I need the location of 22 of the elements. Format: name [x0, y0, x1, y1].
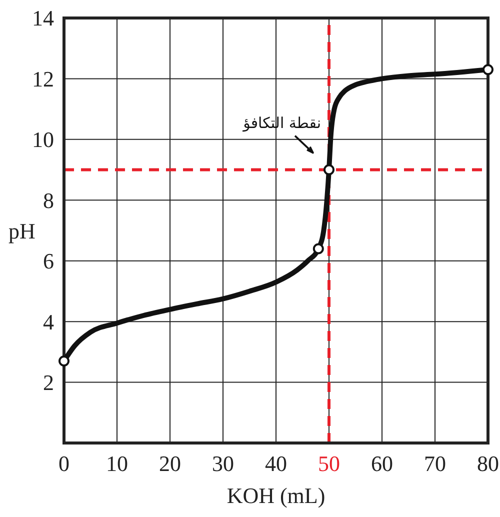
- y-tick-label: 10: [32, 127, 54, 152]
- x-tick-label: 0: [58, 451, 70, 476]
- point: [324, 164, 334, 176]
- x-tick-label: 50: [318, 451, 340, 476]
- x-tick-label: 60: [371, 451, 393, 476]
- x-tick-label: 20: [159, 451, 181, 476]
- x-tick-label: 10: [106, 451, 128, 476]
- y-tick-label: 12: [32, 66, 54, 92]
- point: [312, 243, 324, 254]
- y-tick-label: 14: [32, 6, 54, 31]
- point: [58, 356, 70, 367]
- x-tick-label: 30: [212, 451, 234, 476]
- y-axis-title: pH: [8, 218, 36, 244]
- y-tick-label: 6: [43, 248, 54, 274]
- x-tick-label: 70: [424, 451, 446, 476]
- y-tick-label: 8: [43, 188, 54, 213]
- y-tick-label: 2: [43, 370, 54, 395]
- x-tick-label: 40: [265, 451, 287, 476]
- x-axis-title: KOH (mL): [226, 483, 326, 508]
- point: [482, 64, 494, 76]
- x-tick-label: 80: [477, 451, 499, 476]
- y-tick-label: 4: [43, 309, 54, 334]
